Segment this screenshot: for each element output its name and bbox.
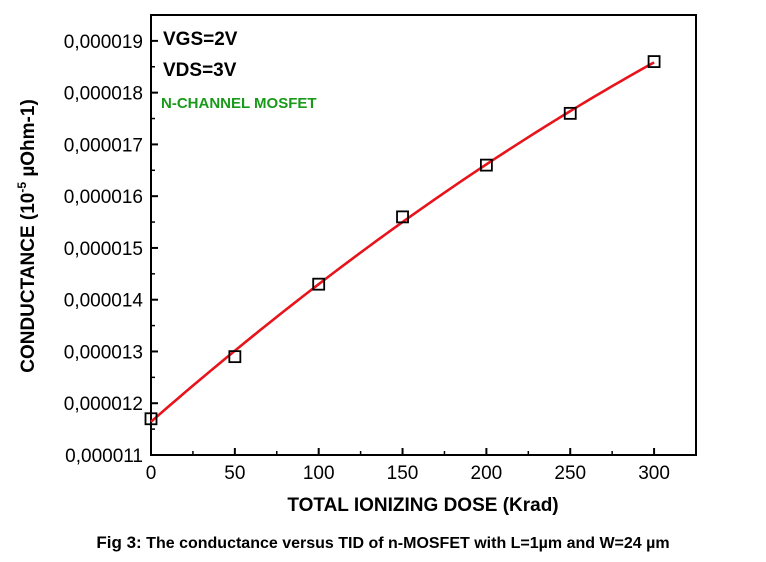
data-point: [647, 55, 661, 68]
chart: 0 50 100 150 200 250 300 0,0000110,0000120,000…: [15, 14, 697, 516]
annotation-vgs: VGS=2V: [163, 29, 238, 50]
data-markers: [144, 55, 661, 426]
data-point: [563, 106, 577, 120]
data-point: [312, 277, 326, 291]
plot-frame: [150, 14, 697, 456]
x-tick-label: 200: [471, 463, 503, 484]
x-tick-label: 50: [224, 463, 245, 484]
data-point: [144, 412, 158, 426]
x-axis-ticks: 0 50 100 150 200 250 300: [146, 448, 670, 484]
caption-text: The conductance versus TID of n-MOSFET w…: [141, 535, 670, 552]
y-tick-label: 0,000019: [64, 32, 143, 53]
y-axis-title: CONDUCTANCE (10-5 µOhm-1): [15, 99, 39, 373]
y-axis-ticks: 0,000011 0,000012 0,000013 0,000014 0,000015…: [64, 32, 158, 467]
y-tick-label: 0,000015: [64, 239, 143, 260]
y-tick-label: 0,000018: [64, 84, 143, 105]
y-tick-label: 0,000017: [64, 135, 143, 156]
x-tick-label: 100: [303, 463, 335, 484]
x-tick-label: 300: [638, 463, 670, 484]
caption-prefix: Fig 3:: [96, 533, 142, 552]
y-tick-label: 0,000016: [64, 187, 143, 208]
x-tick-label: 250: [554, 463, 586, 484]
y-axis-title-main: CONDUCTANCE (10: [18, 193, 39, 373]
y-tick-label: 0,000013: [64, 342, 143, 363]
fit-line: [150, 61, 655, 423]
data-point: [396, 210, 409, 224]
x-axis-title: TOTAL IONIZING DOSE (Krad): [287, 495, 558, 516]
annotation-vds: VDS=3V: [163, 60, 237, 81]
y-tick-label: 0,000012: [64, 394, 143, 415]
y-tick-label: 0,000014: [64, 291, 144, 312]
data-point: [479, 158, 493, 172]
y-axis-title-superscript: -5: [15, 182, 29, 193]
data-point: [228, 350, 242, 364]
y-axis-title-tail: µOhm-1): [18, 99, 39, 182]
figure-caption: Fig 3: The conductance versus TID of n-M…: [0, 533, 766, 553]
annotation-device-type: N-CHANNEL MOSFET: [161, 95, 317, 112]
x-tick-label: 0: [146, 463, 157, 484]
y-tick-label: 0,000011: [65, 446, 143, 467]
x-tick-label: 150: [387, 463, 419, 484]
